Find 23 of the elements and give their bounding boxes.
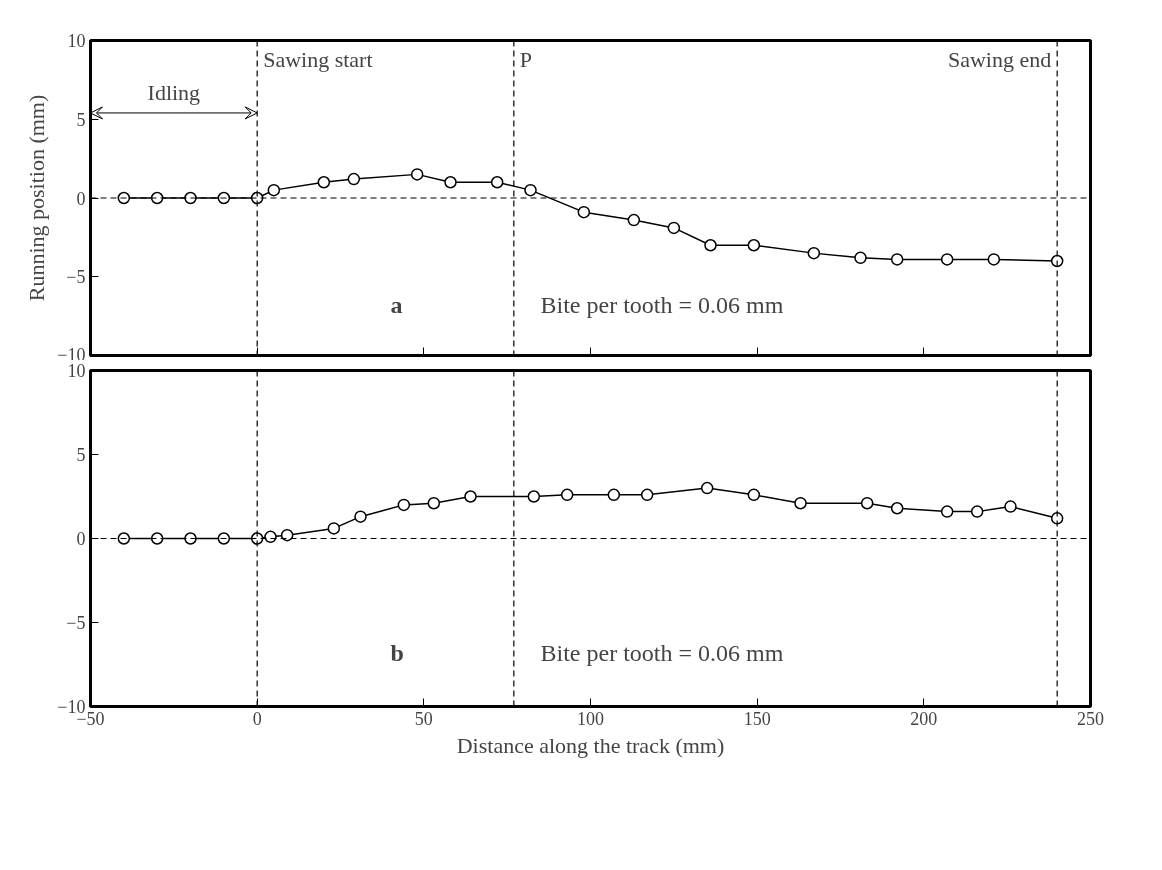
x-tick-label: 0 <box>252 708 262 729</box>
annotation: Bite per tooth = 0.06 mm <box>540 640 784 667</box>
y-tick-label: 5 <box>76 109 86 130</box>
annotation: Bite per tooth = 0.06 mm <box>540 291 784 318</box>
y-axis-title: Running position (mm) <box>24 94 50 302</box>
y-tick-label: 0 <box>76 188 86 209</box>
y-tick-label: 5 <box>76 445 86 465</box>
ref-line-label: P <box>519 47 533 72</box>
x-tick-label: 100 <box>577 708 604 729</box>
y-tick-label: −5 <box>66 613 86 633</box>
annotation: a <box>390 291 403 318</box>
x-tick-label: 150 <box>743 708 771 729</box>
annotation: b <box>390 640 404 667</box>
y-tick-label: 0 <box>76 529 86 549</box>
ref-line-label: Sawing start <box>263 47 373 72</box>
x-tick-label: 50 <box>414 708 433 729</box>
x-tick-label: 200 <box>910 708 938 729</box>
y-tick-label: −5 <box>66 267 86 288</box>
annotation: Idling <box>147 79 201 105</box>
x-tick-label: 250 <box>1077 708 1104 729</box>
x-axis-title: Distance along the track (mm) <box>456 732 725 758</box>
ref-line-label: Sawing end <box>947 47 1052 72</box>
y-tick-label: 10 <box>67 31 86 51</box>
